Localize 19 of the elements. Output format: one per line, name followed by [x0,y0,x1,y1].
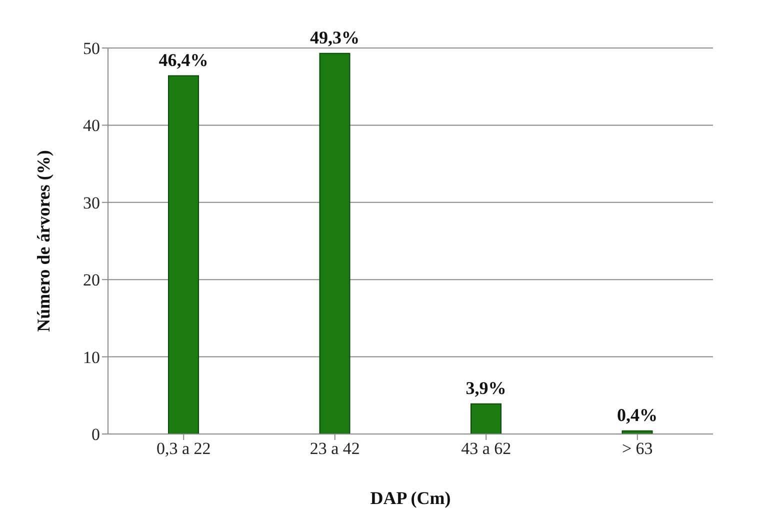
x-tick-label: > 63 [622,439,653,458]
data-label: 49,3% [310,27,360,48]
y-tick-label: 30 [83,193,100,212]
y-tick-label: 40 [83,116,100,136]
data-label: 0,4% [617,404,658,425]
y-axis-title: Número de árvores (%) [33,150,54,332]
x-tick-label: 23 a 42 [310,439,360,458]
x-tick-label: 0,3 a 22 [156,439,211,458]
x-tick-label: 43 a 62 [461,439,512,458]
y-tick-label: 0 [92,425,100,444]
y-tick-label: 10 [83,348,100,367]
x-axis-title: DAP (Cm) [370,488,451,508]
bar [470,403,502,434]
bar [319,52,350,434]
y-tick-label: 50 [83,39,100,58]
data-label: 3,9% [466,378,506,398]
data-label: 46,4% [158,50,208,70]
y-tick-label: 20 [83,270,100,290]
bar [168,75,199,434]
